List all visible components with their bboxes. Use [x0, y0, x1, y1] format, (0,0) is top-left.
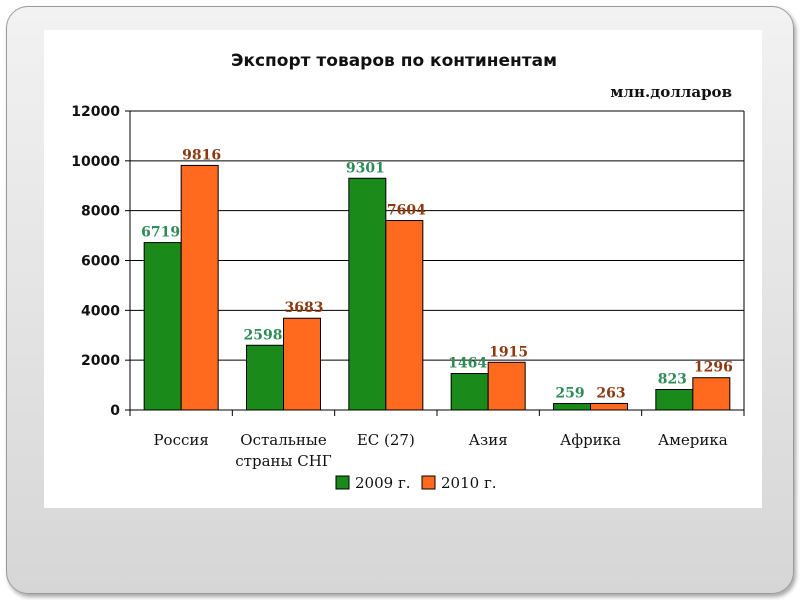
x-tick-label: Америка [658, 431, 728, 449]
bar-series-2 [692, 377, 731, 411]
y-tick-label: 10000 [71, 154, 120, 170]
x-tick-label: Африка [560, 431, 621, 449]
unit-label: млн.долларов [610, 83, 732, 101]
bar-series-1 [450, 373, 489, 411]
legend-label: 2009 г. [355, 474, 411, 492]
x-tick-label: ЕС (27) [357, 431, 415, 449]
data-label: 6719 [141, 225, 180, 241]
data-label: 259 [555, 386, 584, 402]
data-label: 823 [658, 371, 687, 387]
data-label: 1915 [489, 344, 528, 360]
y-tick-label: 2000 [81, 353, 120, 369]
legend: 2009 г. 2010 г. [335, 474, 497, 492]
y-tick-label: 4000 [81, 303, 120, 319]
x-tick-label: Россия [153, 431, 208, 449]
y-tick-label: 0 [110, 403, 120, 419]
bar-series-1 [246, 344, 284, 411]
data-label: 9301 [346, 160, 385, 176]
legend-swatch [421, 475, 436, 490]
x-tick-label: Азия [469, 431, 508, 449]
bar-chart: Экспорт товаров по континентам млн.долла… [71, 51, 745, 492]
data-label: 2598 [244, 327, 283, 343]
x-tick-label: Остальные страны СНГ [235, 431, 332, 470]
bar-series-2 [590, 402, 628, 411]
y-tick-label: 8000 [81, 204, 120, 220]
chart-panel: Экспорт товаров по континентам млн.долла… [44, 30, 762, 508]
bar-series-2 [385, 220, 424, 411]
data-labels: 6719 2598 9301 1464 259 823 9816 3683 7604 1915 26… [141, 147, 733, 401]
bar-series-1 [348, 177, 387, 411]
chart-title: Экспорт товаров по континентам [231, 51, 557, 71]
data-label: 1296 [694, 360, 733, 376]
bar-series-2 [487, 361, 526, 411]
legend-swatch [335, 475, 350, 490]
x-axis: Россия Остальные страны СНГ ЕС (27) Азия Афри… [129, 409, 745, 470]
bar-series-1 [553, 403, 591, 411]
y-tick-label: 6000 [81, 254, 120, 270]
data-label: 263 [596, 385, 625, 401]
bar-series-1 [655, 388, 694, 411]
data-label: 9816 [182, 147, 221, 163]
legend-label: 2010 г. [441, 474, 497, 492]
data-label: 1464 [448, 356, 487, 372]
bar-series-1 [143, 242, 182, 411]
y-axis: 0 2000 4000 6000 8000 10000 12000 [71, 104, 131, 419]
bars [143, 164, 731, 411]
bar-series-2 [180, 164, 219, 411]
data-label: 7604 [387, 203, 426, 219]
bar-series-2 [283, 317, 321, 411]
data-label: 3683 [285, 300, 324, 316]
y-tick-label: 12000 [71, 104, 120, 120]
grid-lines [130, 110, 745, 410]
